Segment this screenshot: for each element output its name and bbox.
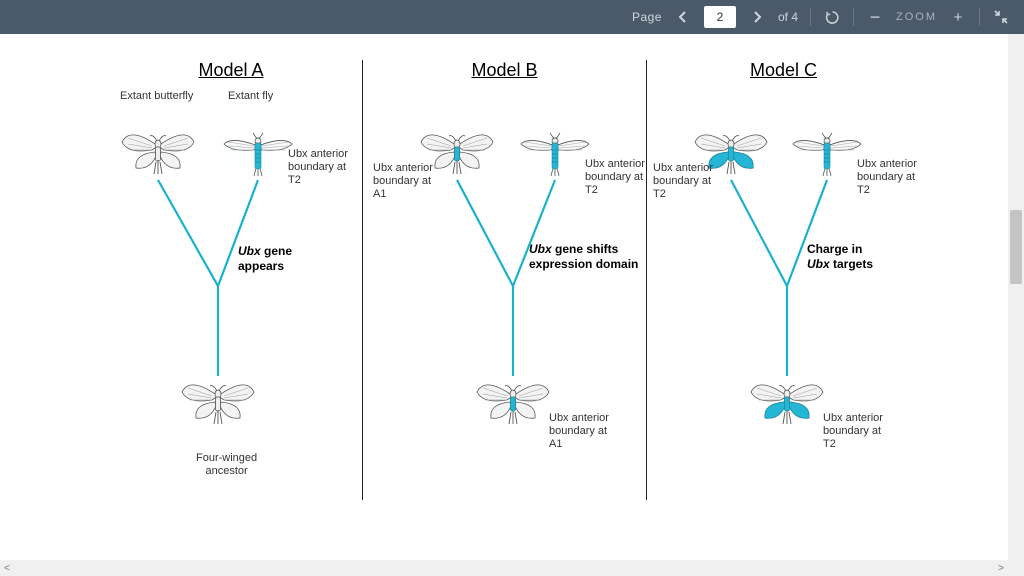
- prev-page-button[interactable]: [674, 8, 692, 26]
- reload-button[interactable]: [823, 8, 841, 26]
- panel-title: Model B: [363, 60, 646, 81]
- panel-title: Model C: [647, 60, 920, 81]
- toolbar-separator: [853, 8, 854, 26]
- zoom-label: ZOOM: [896, 11, 937, 23]
- scroll-left-icon[interactable]: <: [4, 563, 10, 574]
- zoom-in-button[interactable]: +: [949, 8, 967, 26]
- ancestor-anno: Ubx anteriorboundary atA1: [549, 412, 609, 452]
- pdf-toolbar: Page of 4 − ZOOM +: [0, 0, 1024, 34]
- ancestor-label: Four-wingedancestor: [196, 452, 257, 478]
- toolbar-separator: [810, 8, 811, 26]
- scroll-right-icon[interactable]: >: [998, 563, 1004, 574]
- vertical-scrollbar[interactable]: [1008, 34, 1024, 560]
- vertical-scroll-thumb[interactable]: [1010, 210, 1022, 284]
- toolbar-separator: [979, 8, 980, 26]
- panel-model-b: Model B: [362, 60, 646, 500]
- panel-model-c: Model C: [646, 60, 920, 500]
- panel-title: Model A: [100, 60, 362, 81]
- page-number-input[interactable]: [704, 6, 736, 28]
- page-total-label: of 4: [778, 10, 798, 24]
- ancestor-anno: Ubx anteriorboundary atT2: [823, 412, 883, 452]
- collapse-icon[interactable]: [992, 8, 1010, 26]
- ubx-anno-left: Ubx anteriorboundary atA1: [373, 162, 433, 202]
- horizontal-scrollbar[interactable]: < >: [0, 560, 1008, 576]
- scroll-corner: [1008, 560, 1024, 576]
- panel-a-svg: [100, 84, 362, 504]
- ubx-anno-left: Ubx anteriorboundary atT2: [653, 162, 713, 202]
- ubx-anno-right: Ubx anteriorboundary atT2: [585, 158, 645, 198]
- panel-model-a: Model A Extant butterfly Extant fly: [100, 60, 362, 500]
- ubx-anno-right: Ubx anteriorboundary atT2: [288, 148, 348, 188]
- next-page-button[interactable]: [748, 8, 766, 26]
- event-label: Ubx gene shiftsexpression domain: [529, 242, 638, 272]
- zoom-out-button[interactable]: −: [866, 8, 884, 26]
- document-page: Model A Extant butterfly Extant fly: [0, 34, 1008, 560]
- event-label: Charge inUbx targets: [807, 242, 873, 272]
- event-label: Ubx geneappears: [238, 244, 292, 274]
- ubx-anno-right: Ubx anteriorboundary atT2: [857, 158, 917, 198]
- page-label: Page: [632, 10, 662, 24]
- document-viewport: Model A Extant butterfly Extant fly: [0, 34, 1024, 576]
